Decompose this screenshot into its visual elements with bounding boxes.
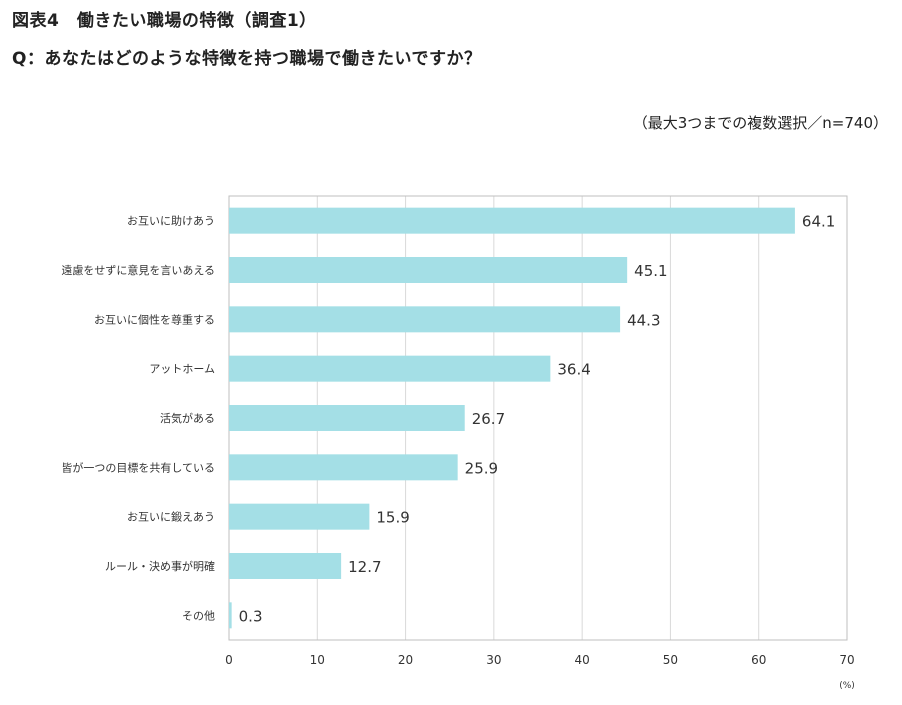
value-label: 26.7: [472, 410, 505, 428]
bar: [229, 553, 342, 579]
bar: [229, 503, 370, 530]
x-tick-label: 30: [486, 653, 501, 667]
category-label: お互いに助けあう: [127, 214, 215, 228]
x-tick-label: 20: [398, 653, 413, 667]
value-label: 64.1: [802, 213, 835, 231]
value-label: 12.7: [348, 558, 381, 576]
category-label: 活気がある: [160, 411, 215, 425]
category-labels: お互いに助けあう遠慮をせずに意見を言いあえるお互いに個性を尊重するアットホーム活…: [61, 214, 215, 623]
category-label: 皆が一つの目標を共有している: [61, 460, 215, 474]
figure-title: 図表4 働きたい職場の特徴（調査1）: [12, 11, 317, 31]
x-tick-label: 60: [751, 653, 766, 667]
value-label: 15.9: [376, 509, 409, 527]
category-label: その他: [182, 609, 215, 622]
x-tick-label: 40: [575, 653, 590, 667]
x-tick-label: 0: [225, 653, 233, 667]
category-label: お互いに鍛えあう: [127, 510, 215, 524]
x-tick-label: 70: [839, 653, 854, 667]
x-tick-label: 10: [310, 653, 325, 667]
value-label: 45.1: [634, 262, 667, 280]
x-tick-labels: 0 10 20 30 40 50 60 70: [225, 653, 854, 667]
bar: [229, 306, 621, 333]
value-label: 0.3: [239, 607, 263, 625]
category-label: お互いに個性を尊重する: [94, 312, 215, 326]
sample-note: （最大3つまでの複数選択／n=740）: [632, 114, 888, 132]
x-unit-label: (%): [839, 681, 855, 691]
bar: [229, 454, 458, 481]
value-label: 25.9: [465, 459, 498, 477]
category-label: アットホーム: [149, 363, 215, 376]
bar: [229, 355, 551, 382]
bars: [229, 207, 795, 629]
value-labels: 64.1 45.1 44.3 36.4 26.7 25.9 15.9 12.7 0.3: [239, 213, 836, 626]
question-text: Q：あなたはどのような特徴を持つ職場で働きたいですか？: [12, 49, 482, 69]
category-label: ルール・決め事が明確: [105, 559, 215, 573]
bar: [229, 257, 628, 283]
x-tick-label: 50: [663, 653, 678, 667]
bar: [229, 405, 465, 431]
category-label: 遠慮をせずに意見を言いあえる: [61, 263, 215, 277]
value-label: 44.3: [627, 311, 660, 329]
value-label: 36.4: [557, 361, 590, 379]
bar: [229, 207, 795, 234]
bar: [229, 602, 232, 629]
